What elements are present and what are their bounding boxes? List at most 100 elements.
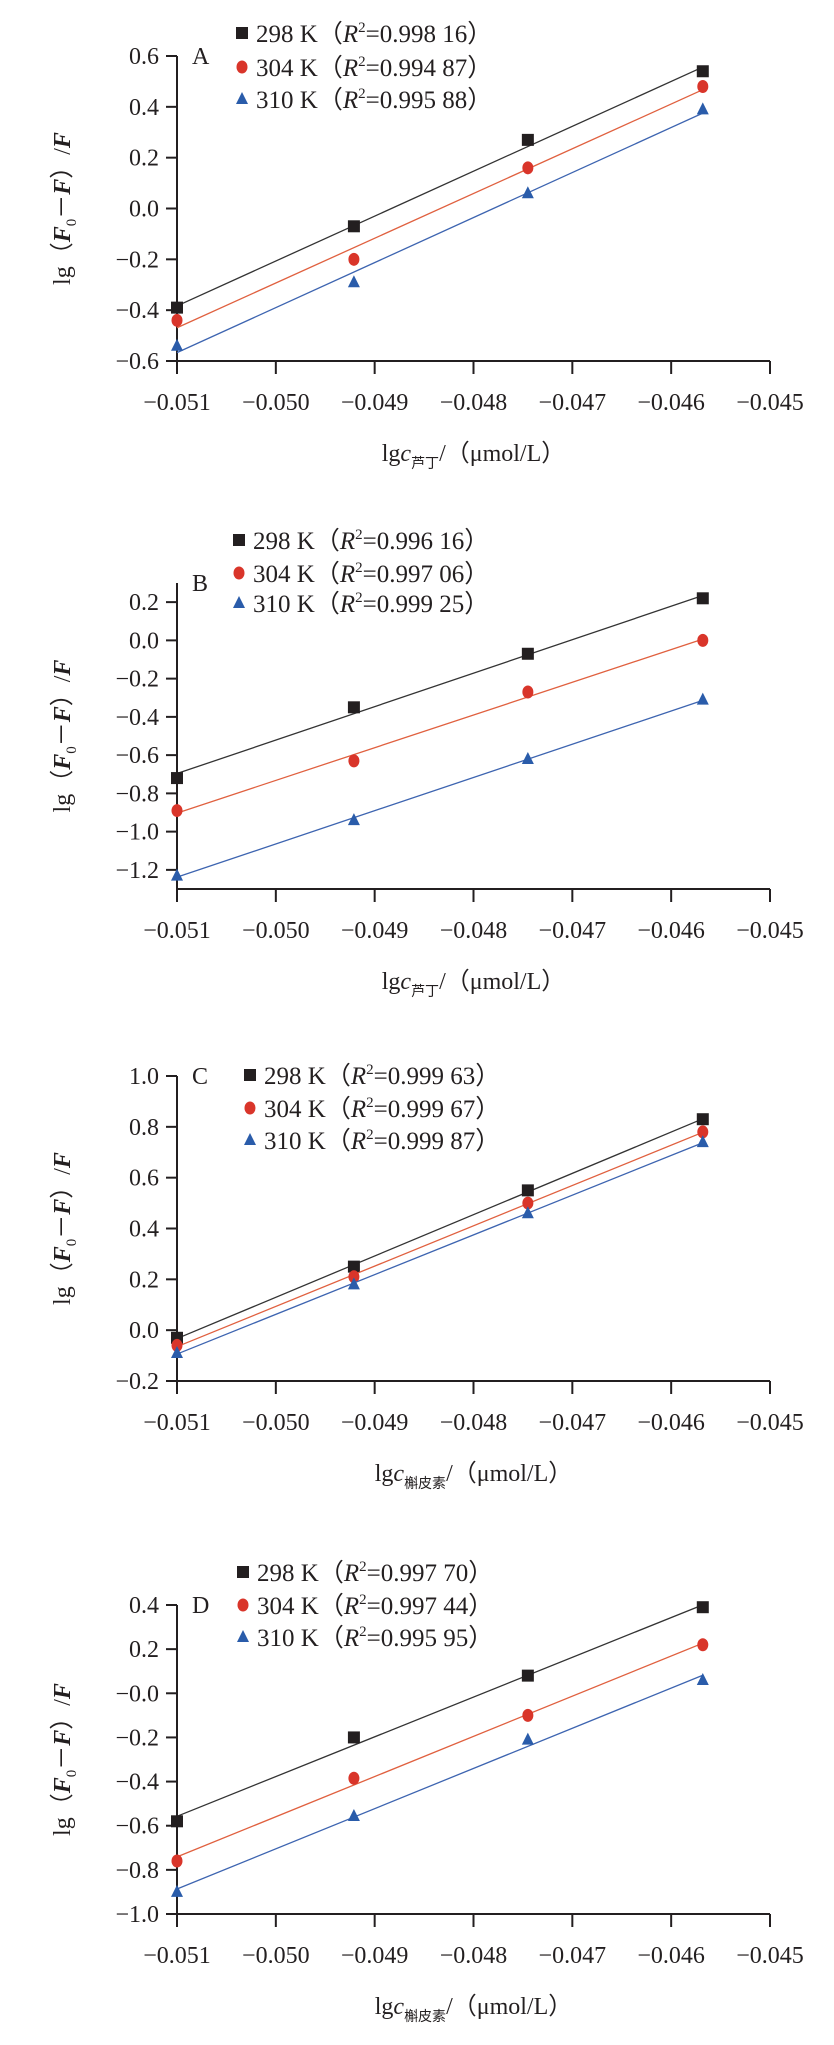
legend-paren: （ bbox=[326, 1127, 351, 1155]
series-304k bbox=[171, 633, 709, 818]
legend-r: R bbox=[342, 87, 358, 114]
legend-sup: 2 bbox=[359, 1592, 367, 1608]
data-point bbox=[347, 220, 360, 233]
y-label-sub: 0 bbox=[64, 746, 80, 754]
legend-r2-value: 0.995 88 bbox=[380, 87, 468, 114]
x-tick-label: −0.047 bbox=[539, 1943, 607, 1969]
legend-eq: = bbox=[367, 1625, 381, 1652]
y-tick-label: −0.2 bbox=[115, 1725, 159, 1751]
data-point bbox=[347, 1277, 360, 1290]
data-point bbox=[697, 633, 709, 647]
legend-paren: （ bbox=[326, 1062, 351, 1090]
chart-panel-b: −1.2 −1.0 −0.8 −0.6 −0.4 −0.2 0.0 0.2 −0.051 −0.0… bbox=[50, 527, 804, 1000]
legend-sup: 2 bbox=[366, 1062, 374, 1078]
y-label-f0: F bbox=[50, 226, 76, 243]
x-label-suffix: /（μmol/L） bbox=[439, 441, 565, 467]
legend-r2-value: 0.999 67 bbox=[388, 1096, 476, 1123]
data-point bbox=[171, 1815, 183, 1828]
fit-line bbox=[176, 1642, 704, 1858]
fit-line bbox=[176, 112, 704, 354]
x-tick-label: −0.051 bbox=[143, 1943, 211, 1969]
y-label-mid: ）/ bbox=[50, 1699, 76, 1730]
y-tick-label: −1.0 bbox=[115, 820, 159, 846]
x-label-subscript: 芦丁 bbox=[411, 456, 439, 472]
series-310k bbox=[171, 1673, 709, 1897]
series-304k bbox=[171, 80, 709, 329]
legend-sup: 2 bbox=[359, 1559, 367, 1575]
x-tick-label: −0.050 bbox=[242, 918, 310, 944]
legend-paren: （ bbox=[318, 20, 343, 48]
data-point bbox=[171, 1884, 183, 1897]
x-tick-label: −0.048 bbox=[440, 918, 508, 944]
legend-eq: = bbox=[366, 21, 380, 48]
legend-r2-value: 0.998 16 bbox=[380, 21, 468, 48]
x-axis-label: lgc槲皮素/（μmol/L） bbox=[375, 1994, 573, 2025]
legend-temp: 298 K bbox=[257, 1560, 319, 1587]
triangle-marker-icon bbox=[244, 1133, 256, 1145]
legend-paren-close: ） bbox=[475, 1127, 500, 1155]
y-tick-label: −0.6 bbox=[115, 349, 159, 375]
circle-marker-icon bbox=[244, 1101, 256, 1115]
y-tick-label: 0.6 bbox=[129, 44, 159, 70]
legend-sup: 2 bbox=[366, 1127, 374, 1143]
legend-r: R bbox=[350, 1096, 366, 1123]
y-tick-label: −0.4 bbox=[115, 1770, 159, 1796]
y-tick-label: −1.0 bbox=[115, 1902, 159, 1928]
legend-paren-close: ） bbox=[468, 1624, 493, 1652]
legend-label: 310 K（R2=0.999 87） bbox=[264, 1127, 500, 1155]
y-axis-label: lg（F0－F）/F bbox=[50, 660, 80, 813]
legend-item: 310 K（R2=0.995 95） bbox=[237, 1624, 493, 1652]
legend-label: 304 K（R2=0.994 87） bbox=[256, 54, 492, 82]
legend-eq: = bbox=[366, 87, 380, 114]
data-point bbox=[522, 685, 534, 699]
square-marker-icon bbox=[237, 1566, 249, 1578]
x-tick-label: −0.049 bbox=[341, 918, 409, 944]
data-point bbox=[696, 102, 709, 115]
data-point bbox=[171, 804, 183, 818]
y-tick-label: −0.2 bbox=[115, 247, 159, 273]
legend-r: R bbox=[343, 1593, 359, 1620]
legend-paren-close: ） bbox=[468, 1559, 493, 1587]
y-label-f2: F bbox=[50, 1152, 76, 1169]
legend-r: R bbox=[350, 1128, 366, 1155]
fit-line bbox=[176, 699, 704, 878]
legend-temp: 304 K bbox=[253, 561, 315, 588]
legend-sup: 2 bbox=[358, 20, 366, 36]
y-label-f0: F bbox=[50, 1246, 76, 1263]
legend-item: 298 K（R2=0.998 16） bbox=[236, 20, 492, 48]
data-point bbox=[696, 65, 709, 78]
y-tick-label: −0.4 bbox=[115, 705, 159, 731]
chart-panel-c: −0.2 0.0 0.2 0.4 0.6 0.8 1.0 −0.051 −0.050 −0.049… bbox=[50, 1062, 804, 1492]
legend-r: R bbox=[339, 561, 355, 588]
y-label-minus: － bbox=[50, 1215, 76, 1239]
data-point bbox=[171, 1338, 183, 1352]
data-point bbox=[696, 1113, 709, 1126]
y-tick-label: −0.0 bbox=[115, 1681, 159, 1707]
legend-sup: 2 bbox=[355, 560, 363, 576]
legend-label: 310 K（R2=0.995 88） bbox=[256, 86, 492, 114]
series-310k bbox=[171, 102, 709, 354]
data-point bbox=[522, 161, 534, 175]
data-point bbox=[521, 1206, 534, 1219]
fit-line bbox=[176, 66, 704, 307]
fit-line bbox=[176, 89, 704, 329]
series-310k bbox=[171, 1135, 709, 1359]
panel-label: A bbox=[192, 44, 210, 70]
data-point bbox=[348, 1270, 360, 1284]
x-label-var: c bbox=[400, 441, 411, 467]
data-point bbox=[522, 1196, 534, 1210]
legend-item: 298 K（R2=0.997 70） bbox=[237, 1559, 493, 1587]
y-tick-label: 0.4 bbox=[129, 1593, 159, 1619]
data-point bbox=[521, 1669, 534, 1682]
x-label-var: c bbox=[393, 1461, 404, 1487]
legend-r: R bbox=[339, 528, 355, 555]
x-tick-label: −0.047 bbox=[539, 1410, 607, 1436]
y-label-mid: ）/ bbox=[50, 148, 76, 179]
legend-label: 298 K（R2=0.998 16） bbox=[256, 20, 492, 48]
legend-eq: = bbox=[366, 55, 380, 82]
y-label-f: F bbox=[50, 1199, 76, 1216]
x-label-suffix: /（μmol/L） bbox=[439, 969, 565, 995]
legend-eq: = bbox=[367, 1593, 381, 1620]
y-label-f2: F bbox=[50, 660, 76, 677]
panel-label: D bbox=[192, 1593, 209, 1619]
